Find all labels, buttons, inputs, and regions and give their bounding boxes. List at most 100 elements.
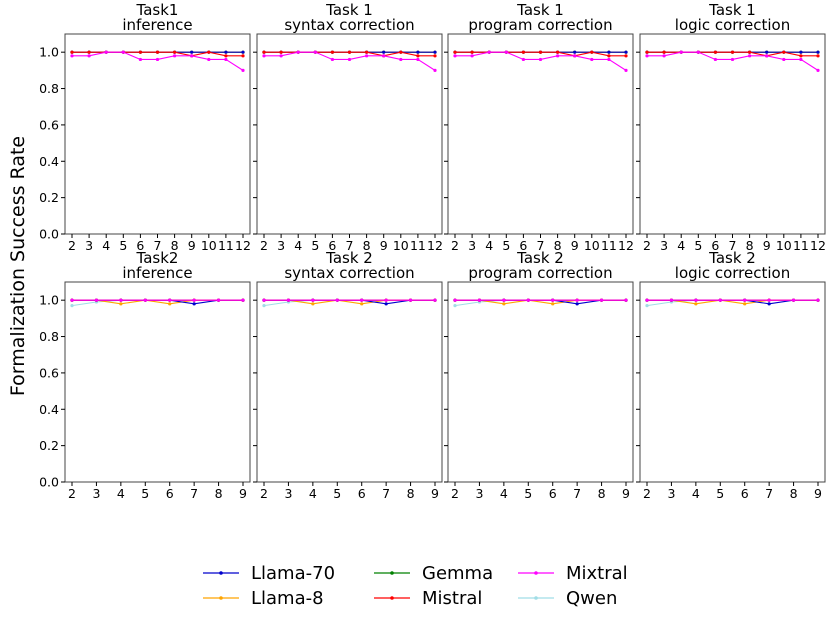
data-point-llama-8 [502,302,506,306]
data-point-mixtral [155,57,160,62]
subplot-title-line2: inference [122,16,192,34]
data-point-mixtral [713,57,718,62]
data-point-mixtral [575,298,579,302]
data-point-mixtral [645,54,649,58]
data-point-mixtral [87,54,91,58]
y-tick-label: 0.0 [39,475,59,490]
data-point-llama-8 [119,302,123,306]
data-point-mixtral [119,298,123,302]
data-point-llama-70 [575,302,579,306]
x-tick-label: 4 [692,486,700,501]
y-tick-label: 0.0 [39,227,59,242]
x-tick-label: 9 [431,486,439,501]
data-point-mixtral [384,298,388,302]
data-point-mixtral [365,54,369,58]
legend-label-mixtral: Mixtral [566,563,628,584]
data-point-mixtral [416,57,420,62]
y-tick-label: 0.8 [39,81,59,96]
legend-label-gemma: Gemma [422,563,493,584]
data-point-mistral [538,50,543,54]
x-tick-label: 4 [485,238,493,253]
data-point-mistral [416,54,420,58]
data-point-mixtral [241,298,245,302]
data-point-mistral [173,50,177,54]
subplot-title-line2: program correction [468,16,612,34]
legend-item-llama-8: Llama-8 [203,588,324,609]
data-point-mixtral [207,57,211,62]
x-tick-label: 5 [716,486,724,501]
x-tick-label: 5 [333,486,341,501]
legend-marker-qwen [534,596,538,600]
data-point-mistral [556,50,560,54]
x-tick-label: 5 [311,238,319,253]
data-point-mistral [521,50,526,54]
data-point-mixtral [765,54,769,58]
data-point-mixtral [70,298,74,302]
data-point-mistral [433,54,437,58]
subplot-frame [639,281,826,483]
data-point-mixtral [573,54,577,58]
data-point-mixtral [311,298,315,302]
y-tick-label: 0.4 [39,402,59,417]
data-point-mixtral [335,298,339,302]
data-point-llama-70 [382,50,386,54]
data-point-mixtral [521,57,526,62]
subplot-title-line2: logic correction [675,16,790,34]
data-point-mixtral [556,54,560,58]
y-tick-label: 1.0 [39,293,59,308]
x-tick-label: 12 [427,238,443,253]
data-point-mixtral [313,50,317,54]
data-point-mixtral [192,298,196,302]
data-point-mixtral [624,298,628,302]
x-tick-label: 8 [598,486,606,501]
x-tick-label: 11 [601,238,617,253]
data-point-mistral [138,50,142,54]
data-point-llama-70 [607,50,611,54]
x-tick-label: 6 [519,238,527,253]
data-point-mistral [365,50,369,54]
x-tick-label: 4 [500,486,508,501]
x-tick-label: 6 [358,486,366,501]
data-point-mixtral [279,54,283,58]
series-line-mixtral [455,51,627,71]
x-tick-label: 9 [380,238,388,253]
x-tick-label: 2 [451,486,459,501]
subplot-frame [64,33,251,235]
x-tick-label: 8 [746,238,754,253]
data-point-llama-70 [384,302,388,306]
x-tick-label: 12 [618,238,634,253]
x-tick-label: 7 [382,486,390,501]
subplot-title-line1: Task 2 [516,249,564,267]
data-point-mixtral [347,57,352,62]
x-tick-label: 4 [677,238,685,253]
subplot-frame [639,33,826,235]
data-point-mixtral [645,298,649,302]
data-point-mixtral [470,54,474,58]
data-point-mixtral [791,298,796,302]
data-point-llama-70 [192,302,196,306]
data-point-mixtral [168,298,172,302]
x-tick-label: 7 [190,486,198,501]
data-point-mixtral [679,50,683,54]
data-point-mixtral [94,298,99,302]
data-point-mixtral [743,298,747,302]
data-point-qwen [645,304,649,308]
data-point-llama-70 [624,50,628,54]
subplot-title-line2: syntax correction [284,16,414,34]
data-point-mixtral [662,54,666,58]
data-point-mixtral [399,57,403,62]
data-point-mixtral [599,298,604,302]
x-tick-label: 8 [363,238,371,253]
x-tick-label: 8 [215,486,223,501]
data-point-mistral [279,50,283,54]
data-point-mistral [782,50,786,54]
y-tick-label: 1.0 [39,45,59,60]
data-point-mistral [730,50,735,54]
data-point-qwen [453,304,457,308]
y-tick-label: 0.8 [39,329,59,344]
data-point-mixtral [718,298,722,302]
